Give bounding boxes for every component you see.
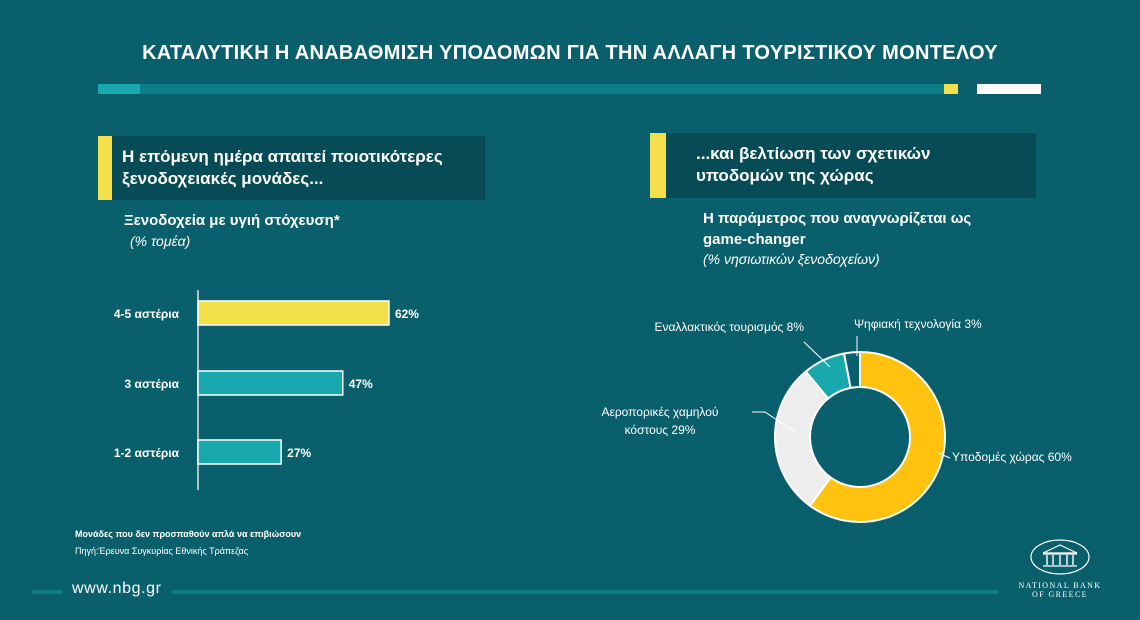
right-callout: ...και βελτίωση των σχετικών υποδομών τη… <box>650 133 1036 198</box>
bar <box>197 300 390 326</box>
header-yellow-accent <box>944 84 958 94</box>
bar <box>197 370 344 396</box>
bar-category-label: 3 αστέρια <box>125 377 180 391</box>
page-title: ΚΑΤΑΛΥΤΙΚΗ Η ΑΝΑΒΑΘΜΙΣΗ ΥΠΟΔΟΜΩΝ ΓΙΑ ΤΗΝ… <box>142 42 998 64</box>
footer-rule-left <box>32 590 62 594</box>
donut-leader-line <box>937 452 951 459</box>
footnote-definition: Μονάδες που δεν προσπαθούν απλά να επιβι… <box>75 529 302 539</box>
bar-chart: 4-5 αστέρια 62% 3 αστέρια 47% 1-2 αστέρια 27% <box>114 290 419 490</box>
bank-building-icon <box>1030 539 1090 575</box>
donut-slice <box>774 370 833 508</box>
donut-leader-line <box>752 411 796 433</box>
bar-chart-title: Ξενοδοχεία με υγιή στόχευση* <box>124 212 340 229</box>
header-accent-bar <box>98 84 140 94</box>
donut-slice-label: Αεροπορικές χαμηλού <box>602 405 719 419</box>
bar-category-label: 4-5 αστέρια <box>114 307 180 321</box>
bar-category-label: 1-2 αστέρια <box>114 446 180 460</box>
bar-value-label: 62% <box>395 307 419 321</box>
bank-logo: NATIONAL BANK OF GREECE <box>1010 538 1110 599</box>
pie-chart-title-line2: game-changer <box>703 231 806 248</box>
donut-slice-label: κόστους 29% <box>625 423 696 437</box>
left-callout-line1: Η επόμενη ημέρα απαιτεί ποιοτικότερες <box>122 147 443 166</box>
donut-slice-label: Υποδομές χώρας 60% <box>952 450 1072 464</box>
bar-value-label: 27% <box>287 446 311 460</box>
pie-chart-note: (% νησιωτικών ξενοδοχείων) <box>703 251 880 267</box>
bar <box>197 439 282 465</box>
donut-slice-label: Εναλλακτικός τουρισμός 8% <box>654 320 804 334</box>
right-callout-marker <box>650 133 666 198</box>
footer-rule <box>172 590 998 594</box>
logo-text-line1: NATIONAL BANK <box>1018 581 1102 590</box>
website-link[interactable]: www.nbg.gr <box>72 580 162 597</box>
pie-chart-title-line1: Η παράμετρος που αναγνωρίζεται ως <box>703 210 972 227</box>
left-callout-line2: ξενοδοχειακές μονάδες... <box>122 169 324 188</box>
donut-slice-label: Ψηφιακή τεχνολογία 3% <box>854 317 982 331</box>
donut-slice <box>842 350 861 390</box>
left-callout: Η επόμενη ημέρα απαιτεί ποιοτικότερες ξε… <box>98 136 485 200</box>
header-white-accent <box>977 84 1041 94</box>
donut-leader-line <box>803 341 831 368</box>
logo-text-line2: OF GREECE <box>1032 590 1088 599</box>
right-callout-line2: υποδομών της χώρας <box>696 166 874 185</box>
left-callout-marker <box>98 136 112 200</box>
bar-value-label: 47% <box>349 377 373 391</box>
header-rule <box>140 84 944 94</box>
right-callout-line1: ...και βελτίωση των σχετικών <box>696 144 931 163</box>
footnote-source: Πηγή:Έρευνα Συγκυρίας Εθνικής Τράπεζας <box>75 546 249 556</box>
bar-chart-note: (% τομέα) <box>130 233 191 249</box>
donut-slice <box>808 350 946 523</box>
